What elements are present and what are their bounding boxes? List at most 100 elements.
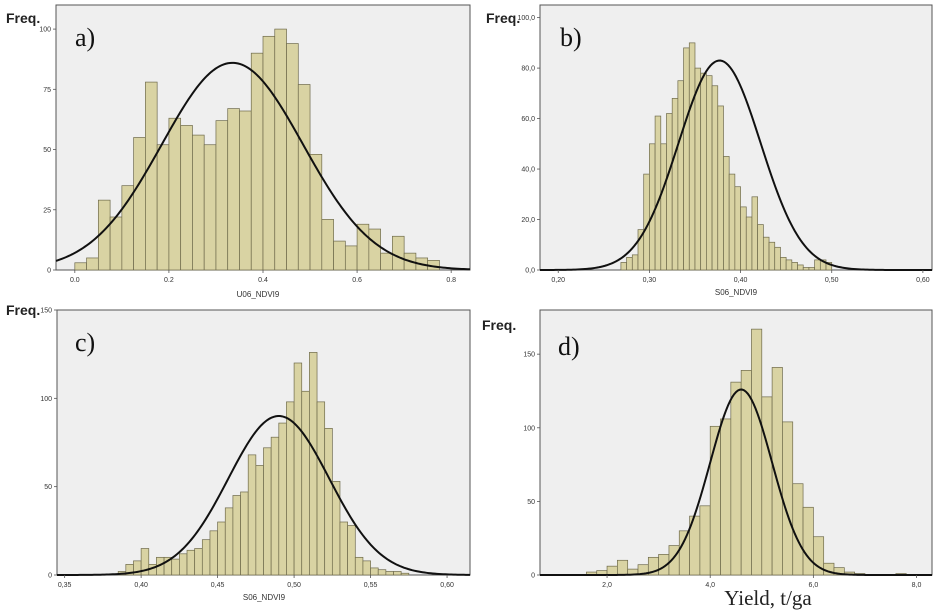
panel-b-bar	[814, 259, 821, 271]
panel-d-bar	[792, 483, 804, 576]
panel-d-x-tick-label: 4,0	[705, 582, 715, 589]
panel-c-bar	[224, 507, 234, 576]
panel-c-x-tick-label: 0,55	[364, 582, 378, 589]
panel-b-bar	[751, 196, 759, 271]
panel-c-letter: c)	[75, 328, 95, 357]
panel-c-bar	[286, 401, 295, 576]
panel-d-y-tick-label: 100	[523, 425, 535, 432]
panel-d-bar	[730, 381, 742, 576]
panel-b-x-tick-label: 0,30	[643, 277, 657, 284]
panel-c-bar	[201, 539, 211, 576]
panel-d-bar	[720, 418, 732, 576]
panel-b-x-ticks: 0,20 0,30 0,40 0,50 0,60	[551, 270, 930, 284]
panel-c-bar	[301, 390, 310, 576]
panel-a-bar	[168, 117, 182, 271]
panel-b-bar	[723, 156, 730, 271]
panel-b-bar	[740, 206, 747, 271]
panel-c-bar	[171, 558, 180, 576]
panel-d-y-tick-label: 150	[523, 352, 535, 359]
panel-c: Freq. c) 0,35 0,40 0,45 0,50 0,55 0,60 0 50 100…	[6, 302, 471, 602]
panel-d-normal-curve	[540, 388, 932, 576]
panel-b-bar	[694, 67, 702, 271]
panel-a-bar	[344, 245, 358, 271]
panel-b-bar	[666, 113, 673, 271]
panel-a-bar	[192, 134, 205, 271]
panel-c-bar	[316, 401, 326, 576]
panel-c-y-tick-label: 100	[40, 396, 52, 403]
panel-c-bar	[339, 521, 348, 576]
panel-c-x-tick-label: 0,60	[440, 582, 454, 589]
panel-b-bar	[620, 262, 627, 271]
panel-b-xlabel: S06_NDVI9	[715, 288, 758, 297]
panel-b-y-tick-label: 0,0	[525, 268, 535, 275]
panel-c-xlabel: S06_NDVI9	[243, 593, 286, 602]
panel-a-x-tick-label: 0.4	[258, 277, 268, 284]
panel-c-bar	[393, 571, 402, 576]
panel-c-x-tick-label: 0,45	[211, 582, 225, 589]
panel-d-bar	[699, 505, 711, 576]
panel-b-bar	[671, 98, 679, 271]
panel-b-y-tick-label: 60,0	[521, 116, 535, 123]
panel-d-bar	[751, 328, 763, 576]
panel-b-y-ticks: 0,0 20,0 40,0 60,0 80,0 100,0	[517, 15, 540, 275]
panel-c-ylabel: Freq.	[6, 302, 40, 318]
panel-a-bar	[297, 84, 311, 271]
panel-a-y-tick-label: 75	[43, 87, 51, 94]
panel-d: Freq. d) 2,0 4,0 6,0 8,0 0 50 100 150 Yield, t…	[482, 309, 933, 610]
panel-a-x-ticks: 0.0 0.2 0.4 0.6 0.8	[70, 270, 456, 284]
panel-a-bar	[145, 81, 158, 271]
panel-a: Freq. a) 0.0 0.2 0.4 0.6 0.8 0 25 50 75 100 U06_…	[6, 4, 471, 299]
panel-a-bar	[392, 235, 405, 271]
panel-b-bar	[649, 143, 656, 271]
panel-d-bar	[678, 530, 690, 576]
panel-d-y-tick-label: 50	[527, 499, 535, 506]
panel-b-bar	[717, 105, 724, 271]
panel-c-bar	[209, 530, 218, 576]
panel-d-bar	[709, 425, 721, 576]
panel-b-bar	[700, 72, 707, 271]
panel-c-bar	[217, 521, 226, 576]
panel-a-bar	[250, 52, 264, 271]
panel-d-x-ticks: 2,0 4,0 6,0 8,0	[602, 575, 921, 589]
panel-c-bar	[232, 495, 241, 576]
panel-c-bar	[186, 549, 196, 576]
panel-d-y-tick-label: 0	[531, 573, 535, 580]
panel-b-bar	[654, 115, 662, 271]
panel-b-bar	[768, 241, 776, 271]
panel-a-y-tick-label: 50	[43, 147, 51, 154]
panel-c-x-tick-label: 0,50	[287, 582, 301, 589]
panel-b-bar	[728, 173, 736, 271]
panel-a-bar	[215, 120, 229, 271]
panel-b-bar	[791, 262, 798, 271]
panel-d-y-ticks: 0 50 100 150	[523, 352, 540, 580]
panel-a-bar	[133, 137, 146, 271]
panel-b-bar	[745, 216, 753, 271]
panel-a-ylabel: Freq.	[6, 10, 40, 26]
panel-c-bar	[324, 428, 333, 576]
panel-a-bar	[286, 43, 299, 271]
panel-b-bar	[802, 267, 810, 271]
panel-b-bar	[785, 259, 793, 271]
panel-c-bar	[270, 436, 280, 576]
panel-b-x-tick-label: 0,60	[916, 277, 930, 284]
panel-b-y-tick-label: 20,0	[521, 217, 535, 224]
panel-c-bar	[347, 525, 356, 576]
panel-a-xlabel: U06_NDVI9	[237, 290, 280, 299]
panel-d-x-tick-label: 8,0	[912, 582, 922, 589]
panel-d-bar	[813, 536, 825, 576]
panel-b-bar	[825, 262, 833, 271]
panel-a-bar	[121, 185, 134, 271]
panel-c-bar	[370, 567, 379, 576]
panel-b: Freq. b) 0,20 0,30 0,40 0,50 0,60 0,0 20,0 40,…	[486, 4, 933, 297]
panel-a-bar	[239, 110, 252, 271]
panel-b-bar	[774, 246, 781, 271]
panel-a-letter: a)	[75, 23, 95, 52]
panel-b-bar	[688, 42, 696, 271]
panel-a-bar	[309, 154, 323, 271]
panel-a-bar	[380, 252, 393, 271]
panel-b-normal-curve	[539, 59, 932, 271]
panel-a-bars	[74, 28, 440, 271]
panel-b-bar	[808, 267, 815, 271]
panel-c-bar	[140, 548, 150, 576]
panel-c-bar	[309, 352, 318, 576]
